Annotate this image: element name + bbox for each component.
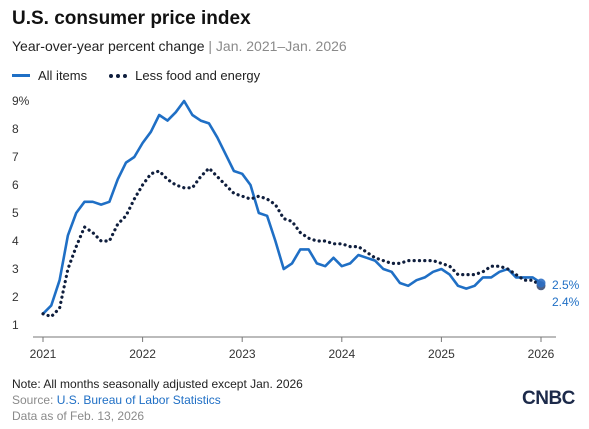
x-tick-label: 2023 xyxy=(229,347,256,361)
source-line: Source: U.S. Bureau of Labor Statistics xyxy=(12,393,221,407)
x-tick-label: 2026 xyxy=(528,347,555,361)
legend-item-core: Less food and energy xyxy=(109,68,260,83)
source-link[interactable]: U.S. Bureau of Labor Statistics xyxy=(56,393,221,407)
cnbc-logo: CNBC xyxy=(522,388,575,409)
subtitle-main: Year-over-year percent change xyxy=(12,38,205,54)
legend-label-core: Less food and energy xyxy=(135,68,261,83)
chart-title: U.S. consumer price index xyxy=(12,8,251,29)
source-label: Source: xyxy=(12,393,57,407)
y-tick-label: 9% xyxy=(12,94,30,108)
y-tick-label: 8 xyxy=(12,122,19,136)
legend: All items Less food and energy xyxy=(12,68,282,83)
legend-swatch-solid xyxy=(12,74,30,77)
end-marker-all-items xyxy=(536,278,546,288)
subtitle-date-range: Jan. 2021–Jan. 2026 xyxy=(215,38,347,54)
x-tick-label: 2025 xyxy=(428,347,455,361)
legend-label-all-items: All items xyxy=(38,68,88,83)
y-tick-label: 6 xyxy=(12,178,19,192)
x-tick-label: 2024 xyxy=(328,347,355,361)
series-line-core xyxy=(41,166,543,319)
x-tick-label: 2021 xyxy=(30,347,57,361)
legend-swatch-dotted xyxy=(109,73,128,78)
end-label-all-items: 2.5% xyxy=(552,278,580,292)
footnote: Note: All months seasonally adjusted exc… xyxy=(12,377,303,391)
y-tick-label: 7 xyxy=(12,150,19,164)
y-tick-label: 1 xyxy=(12,318,19,332)
y-tick-label: 3 xyxy=(12,262,19,276)
chart-subtitle: Year-over-year percent change | Jan. 202… xyxy=(12,38,347,54)
data-as-of: Data as of Feb. 13, 2026 xyxy=(12,409,145,423)
y-tick-label: 4 xyxy=(12,234,19,248)
y-tick-label: 2 xyxy=(12,290,19,304)
subtitle-separator: | xyxy=(204,38,216,54)
series-line-all-items xyxy=(41,99,543,316)
legend-item-all-items: All items xyxy=(12,68,87,83)
y-tick-label: 5 xyxy=(12,206,19,220)
end-label-core: 2.4% xyxy=(552,295,580,309)
x-tick-label: 2022 xyxy=(129,347,156,361)
